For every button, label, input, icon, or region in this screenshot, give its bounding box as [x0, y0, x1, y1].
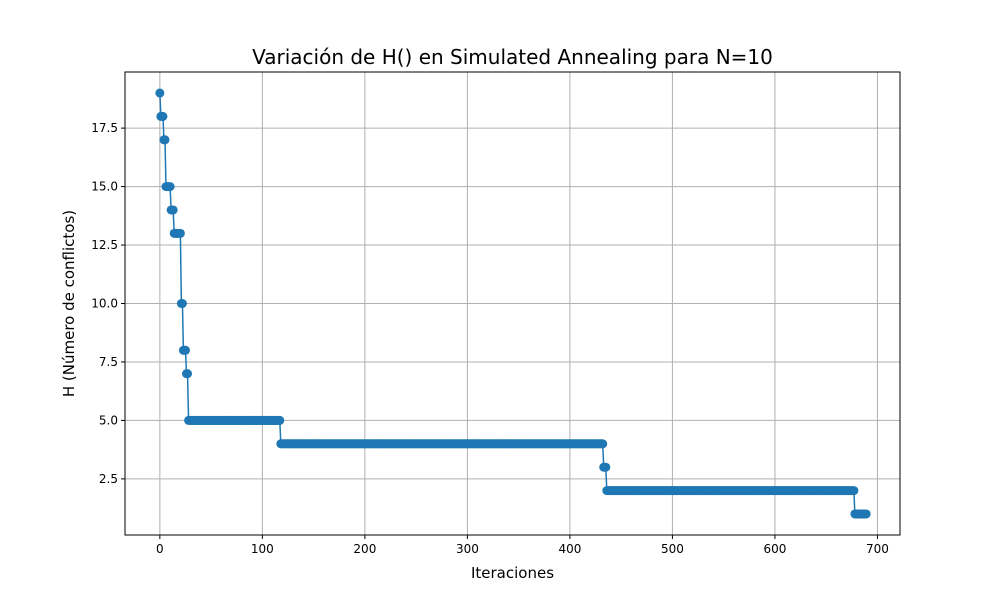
data-point: [861, 509, 871, 519]
x-tick-label: 600: [763, 542, 786, 556]
y-axis-label: H (Número de conflictos): [60, 210, 78, 397]
data-point: [180, 345, 190, 355]
data-point: [177, 299, 187, 308]
x-tick-label: 300: [456, 542, 479, 556]
data-point: [165, 182, 175, 192]
y-tick-label: 17.5: [91, 121, 118, 135]
data-point: [155, 88, 165, 98]
y-tick-label: 10.0: [91, 297, 118, 311]
data-point: [183, 369, 193, 379]
x-tick-label: 400: [558, 542, 581, 556]
y-tick-label: 7.5: [99, 355, 118, 369]
data-point: [160, 135, 170, 145]
series-h-values: [155, 88, 871, 519]
x-axis-label: Iteraciones: [471, 564, 554, 582]
x-tick-label: 500: [661, 542, 684, 556]
y-tick-label: 12.5: [91, 238, 118, 252]
y-axis-ticks: 2.5 5.0 7.5 10.0 12.5 15.0 17.5: [91, 121, 125, 486]
x-tick-label: 200: [353, 542, 376, 556]
data-point: [175, 228, 185, 238]
y-tick-label: 5.0: [99, 413, 118, 427]
data-point: [849, 486, 859, 496]
y-tick-label: 2.5: [99, 472, 118, 486]
data-point: [168, 205, 178, 215]
data-point: [598, 439, 608, 449]
x-tick-label: 100: [251, 542, 274, 556]
chart-title: Variación de H() en Simulated Annealing …: [252, 45, 773, 69]
x-tick-label: 0: [156, 542, 164, 556]
x-tick-label: 700: [866, 542, 889, 556]
data-point: [275, 415, 285, 425]
x-axis-ticks: 0 100 200 300 400 500 600 700: [156, 535, 889, 556]
data-point: [601, 462, 611, 472]
data-point: [158, 111, 168, 121]
y-tick-label: 15.0: [91, 180, 118, 194]
grid-lines: [125, 72, 900, 535]
